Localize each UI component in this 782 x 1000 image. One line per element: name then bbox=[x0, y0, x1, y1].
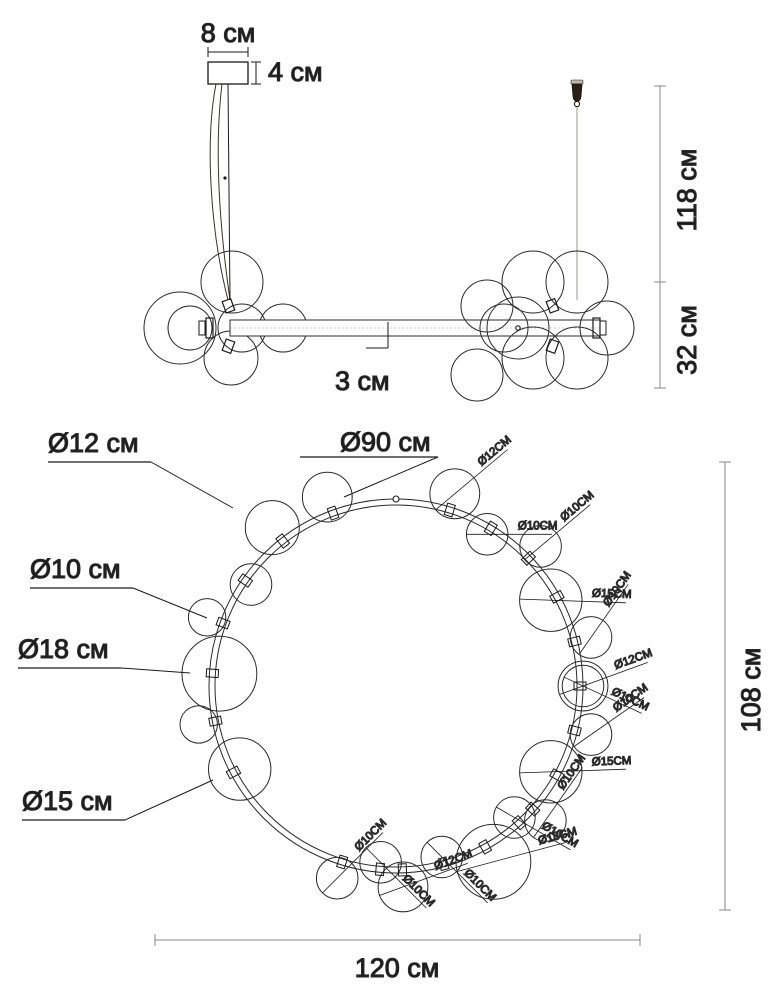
svg-text:108 см: 108 см bbox=[736, 648, 766, 733]
svg-text:118 см: 118 см bbox=[672, 149, 702, 232]
svg-text:Ø10CM: Ø10CM bbox=[518, 520, 558, 532]
svg-text:120 см: 120 см bbox=[355, 953, 440, 983]
svg-text:Ø90 см: Ø90 см bbox=[340, 427, 431, 457]
svg-text:8 см: 8 см bbox=[201, 18, 256, 48]
svg-text:Ø15 см: Ø15 см bbox=[22, 786, 113, 816]
svg-text:Ø12 см: Ø12 см bbox=[48, 428, 139, 458]
svg-text:Ø10 см: Ø10 см bbox=[30, 554, 121, 584]
svg-text:Ø15CM: Ø15CM bbox=[592, 755, 632, 768]
svg-text:32 см: 32 см bbox=[672, 305, 702, 375]
svg-text:Ø18 см: Ø18 см bbox=[18, 634, 109, 664]
svg-text:4 см: 4 см bbox=[268, 57, 323, 87]
svg-text:3 см: 3 см bbox=[335, 366, 390, 396]
